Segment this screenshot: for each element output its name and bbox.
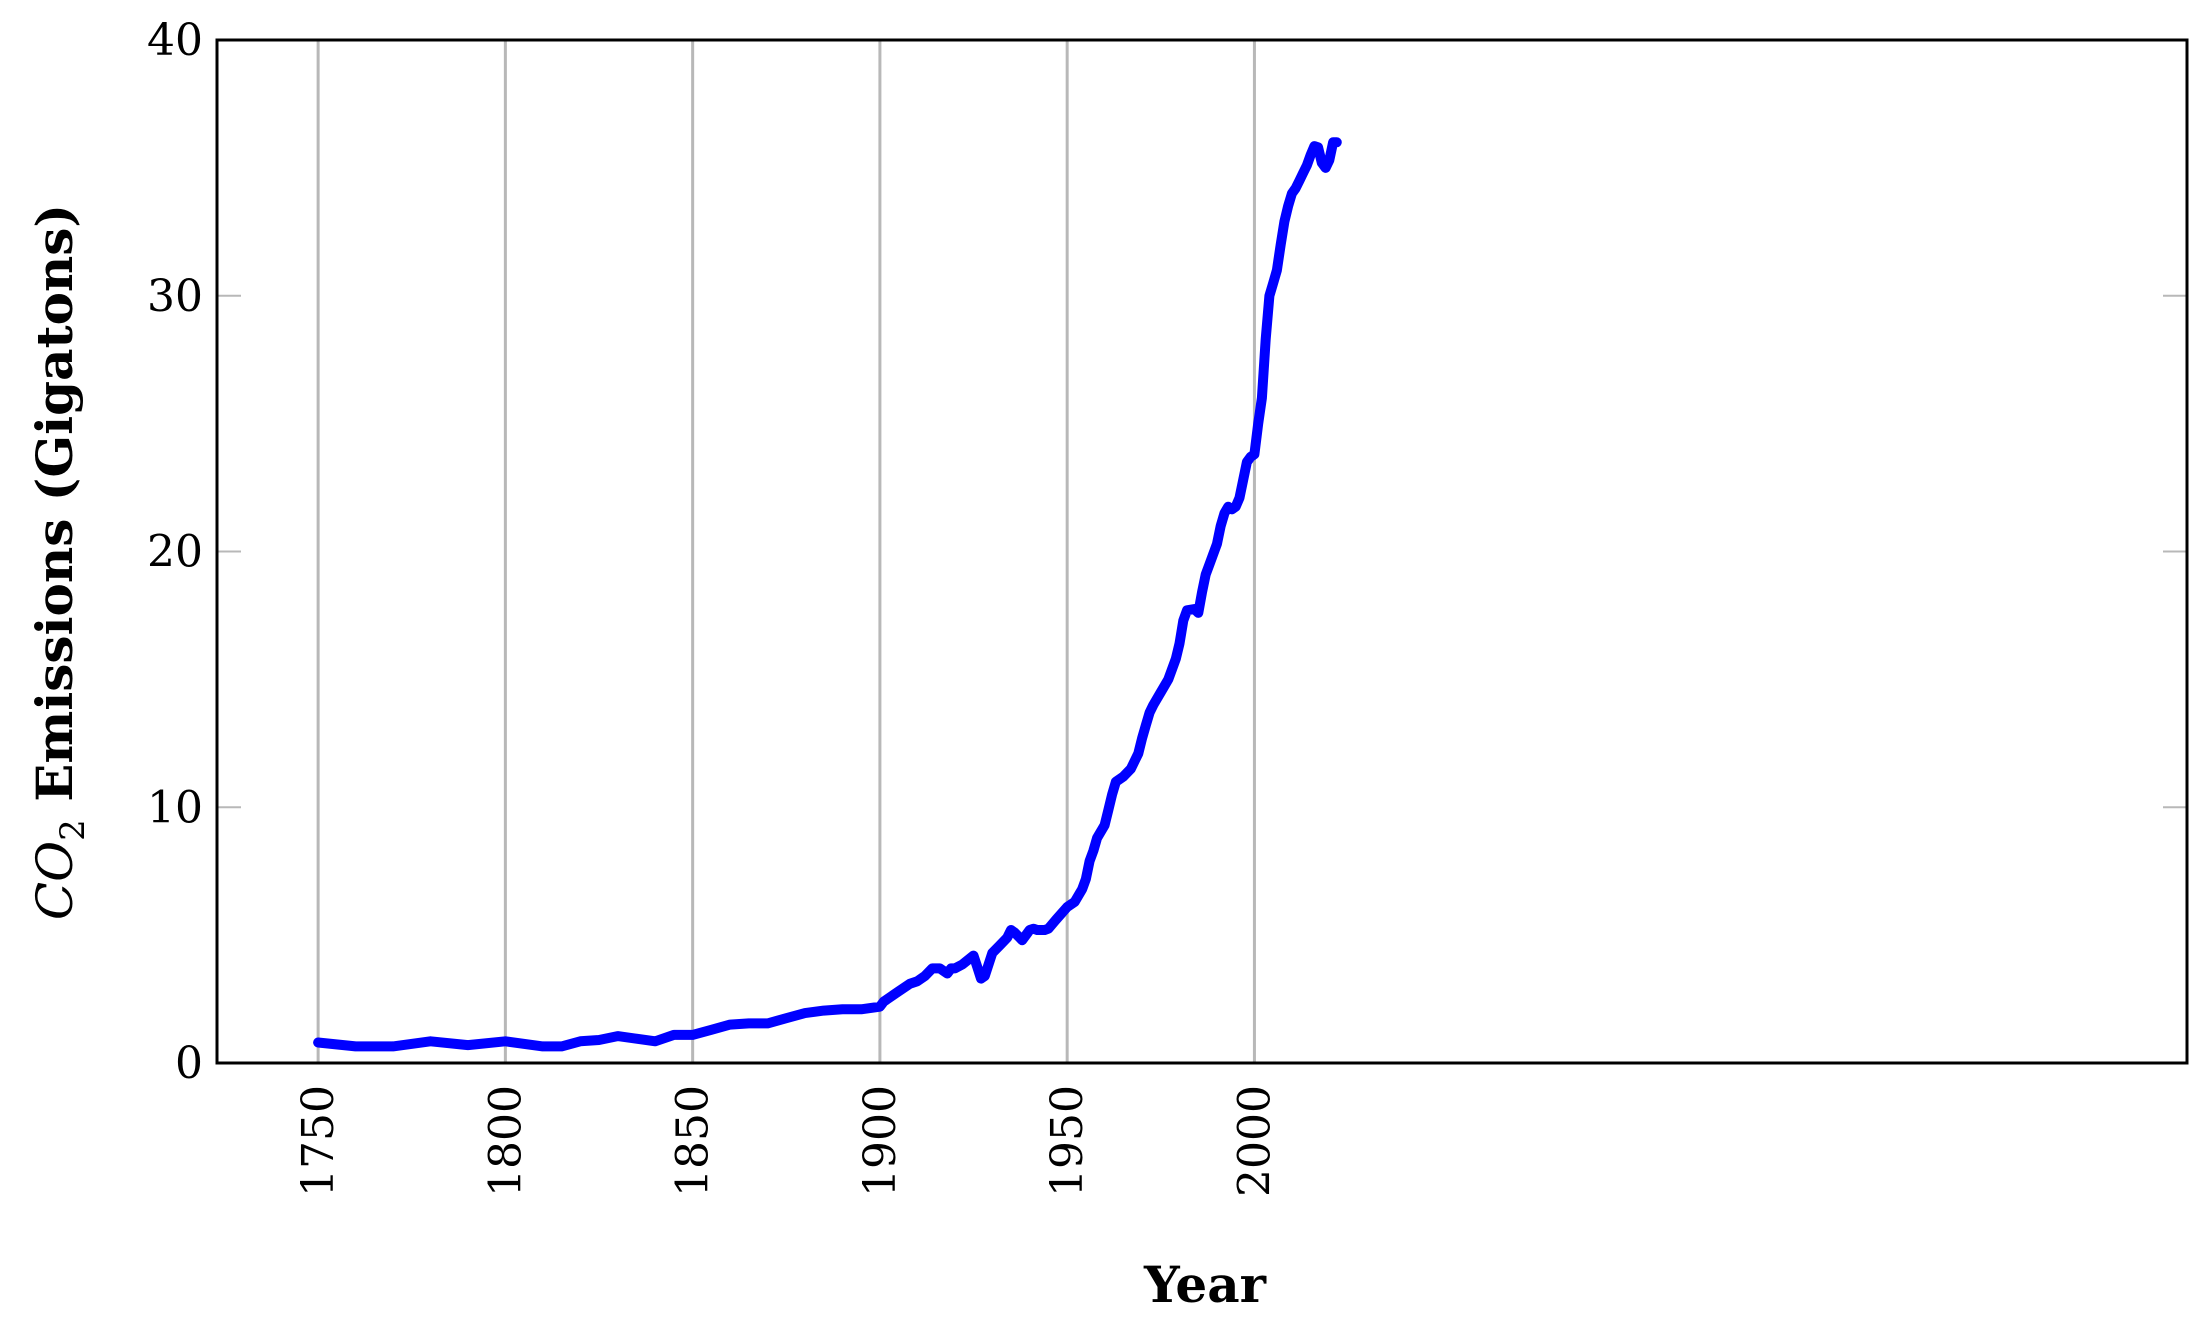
x-axis-title: Year (1143, 1255, 1267, 1314)
y-axis-title-prefix: CO (26, 841, 84, 920)
y-tick-label-30: 30 (147, 271, 203, 322)
gridlines (316, 40, 1256, 1063)
x-tick-label-1900: 1900 (855, 1085, 906, 1197)
y-tick-label-0: 0 (175, 1038, 203, 1089)
x-tick-label-1950: 1950 (1042, 1085, 1093, 1197)
x-tick-label-1850: 1850 (668, 1085, 719, 1197)
y-tick-labels: 0 10 20 30 40 (147, 15, 203, 1089)
series-layer (313, 137, 1342, 1052)
x-tick-label-2000: 2000 (1229, 1085, 1280, 1197)
series-line-0 (313, 137, 1342, 1052)
x-tick-labels: 1750 1800 1850 1900 1950 2000 (293, 1085, 1280, 1197)
y-tick-marks (217, 294, 2187, 809)
x-tick-label-1800: 1800 (480, 1085, 531, 1197)
y-axis-title-subscript: 2 (53, 819, 93, 841)
x-tick-label-1750: 1750 (293, 1085, 344, 1197)
y-tick-label-20: 20 (147, 527, 203, 578)
y-tick-label-10: 10 (147, 782, 203, 833)
y-axis-title: CO2 Emissions (Gigatons) (25, 204, 93, 920)
y-axis-title-suffix: Emissions (Gigatons) (25, 204, 84, 819)
y-tick-label-40: 40 (147, 15, 203, 66)
plot-frame (215, 38, 2189, 1065)
